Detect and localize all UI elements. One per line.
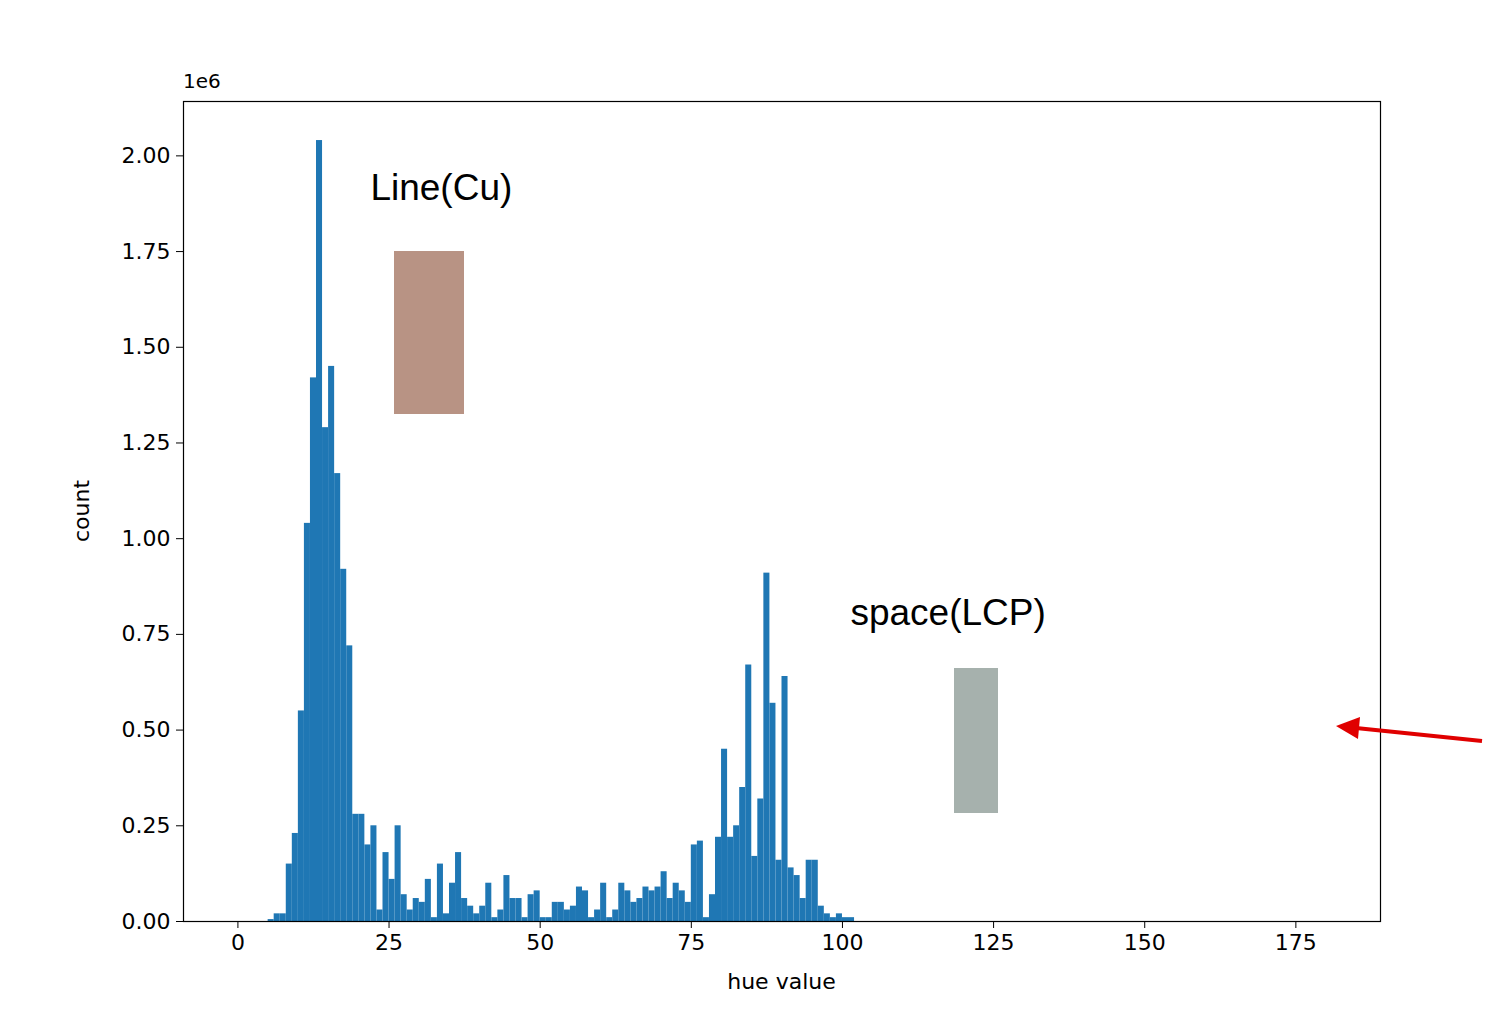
svg-text:50: 50 bbox=[526, 930, 554, 955]
svg-text:1e6: 1e6 bbox=[183, 69, 221, 93]
svg-text:count: count bbox=[69, 480, 94, 542]
svg-text:175: 175 bbox=[1275, 930, 1317, 955]
svg-text:75: 75 bbox=[677, 930, 705, 955]
svg-text:1.00: 1.00 bbox=[122, 526, 171, 551]
svg-text:125: 125 bbox=[973, 930, 1015, 955]
svg-text:0: 0 bbox=[231, 930, 245, 955]
svg-text:1.50: 1.50 bbox=[122, 334, 171, 359]
svg-text:0.75: 0.75 bbox=[122, 621, 171, 646]
svg-text:Line(Cu): Line(Cu) bbox=[370, 167, 512, 208]
svg-text:0.25: 0.25 bbox=[122, 813, 171, 838]
svg-text:space(LCP): space(LCP) bbox=[850, 592, 1045, 633]
svg-text:0.00: 0.00 bbox=[122, 909, 171, 934]
svg-text:100: 100 bbox=[821, 930, 863, 955]
svg-text:150: 150 bbox=[1124, 930, 1166, 955]
svg-text:1.75: 1.75 bbox=[122, 239, 171, 264]
svg-text:25: 25 bbox=[375, 930, 403, 955]
svg-text:hue value: hue value bbox=[727, 969, 836, 994]
svg-text:2.00: 2.00 bbox=[122, 143, 171, 168]
svg-text:0.50: 0.50 bbox=[122, 717, 171, 742]
svg-text:1.25: 1.25 bbox=[122, 430, 171, 455]
